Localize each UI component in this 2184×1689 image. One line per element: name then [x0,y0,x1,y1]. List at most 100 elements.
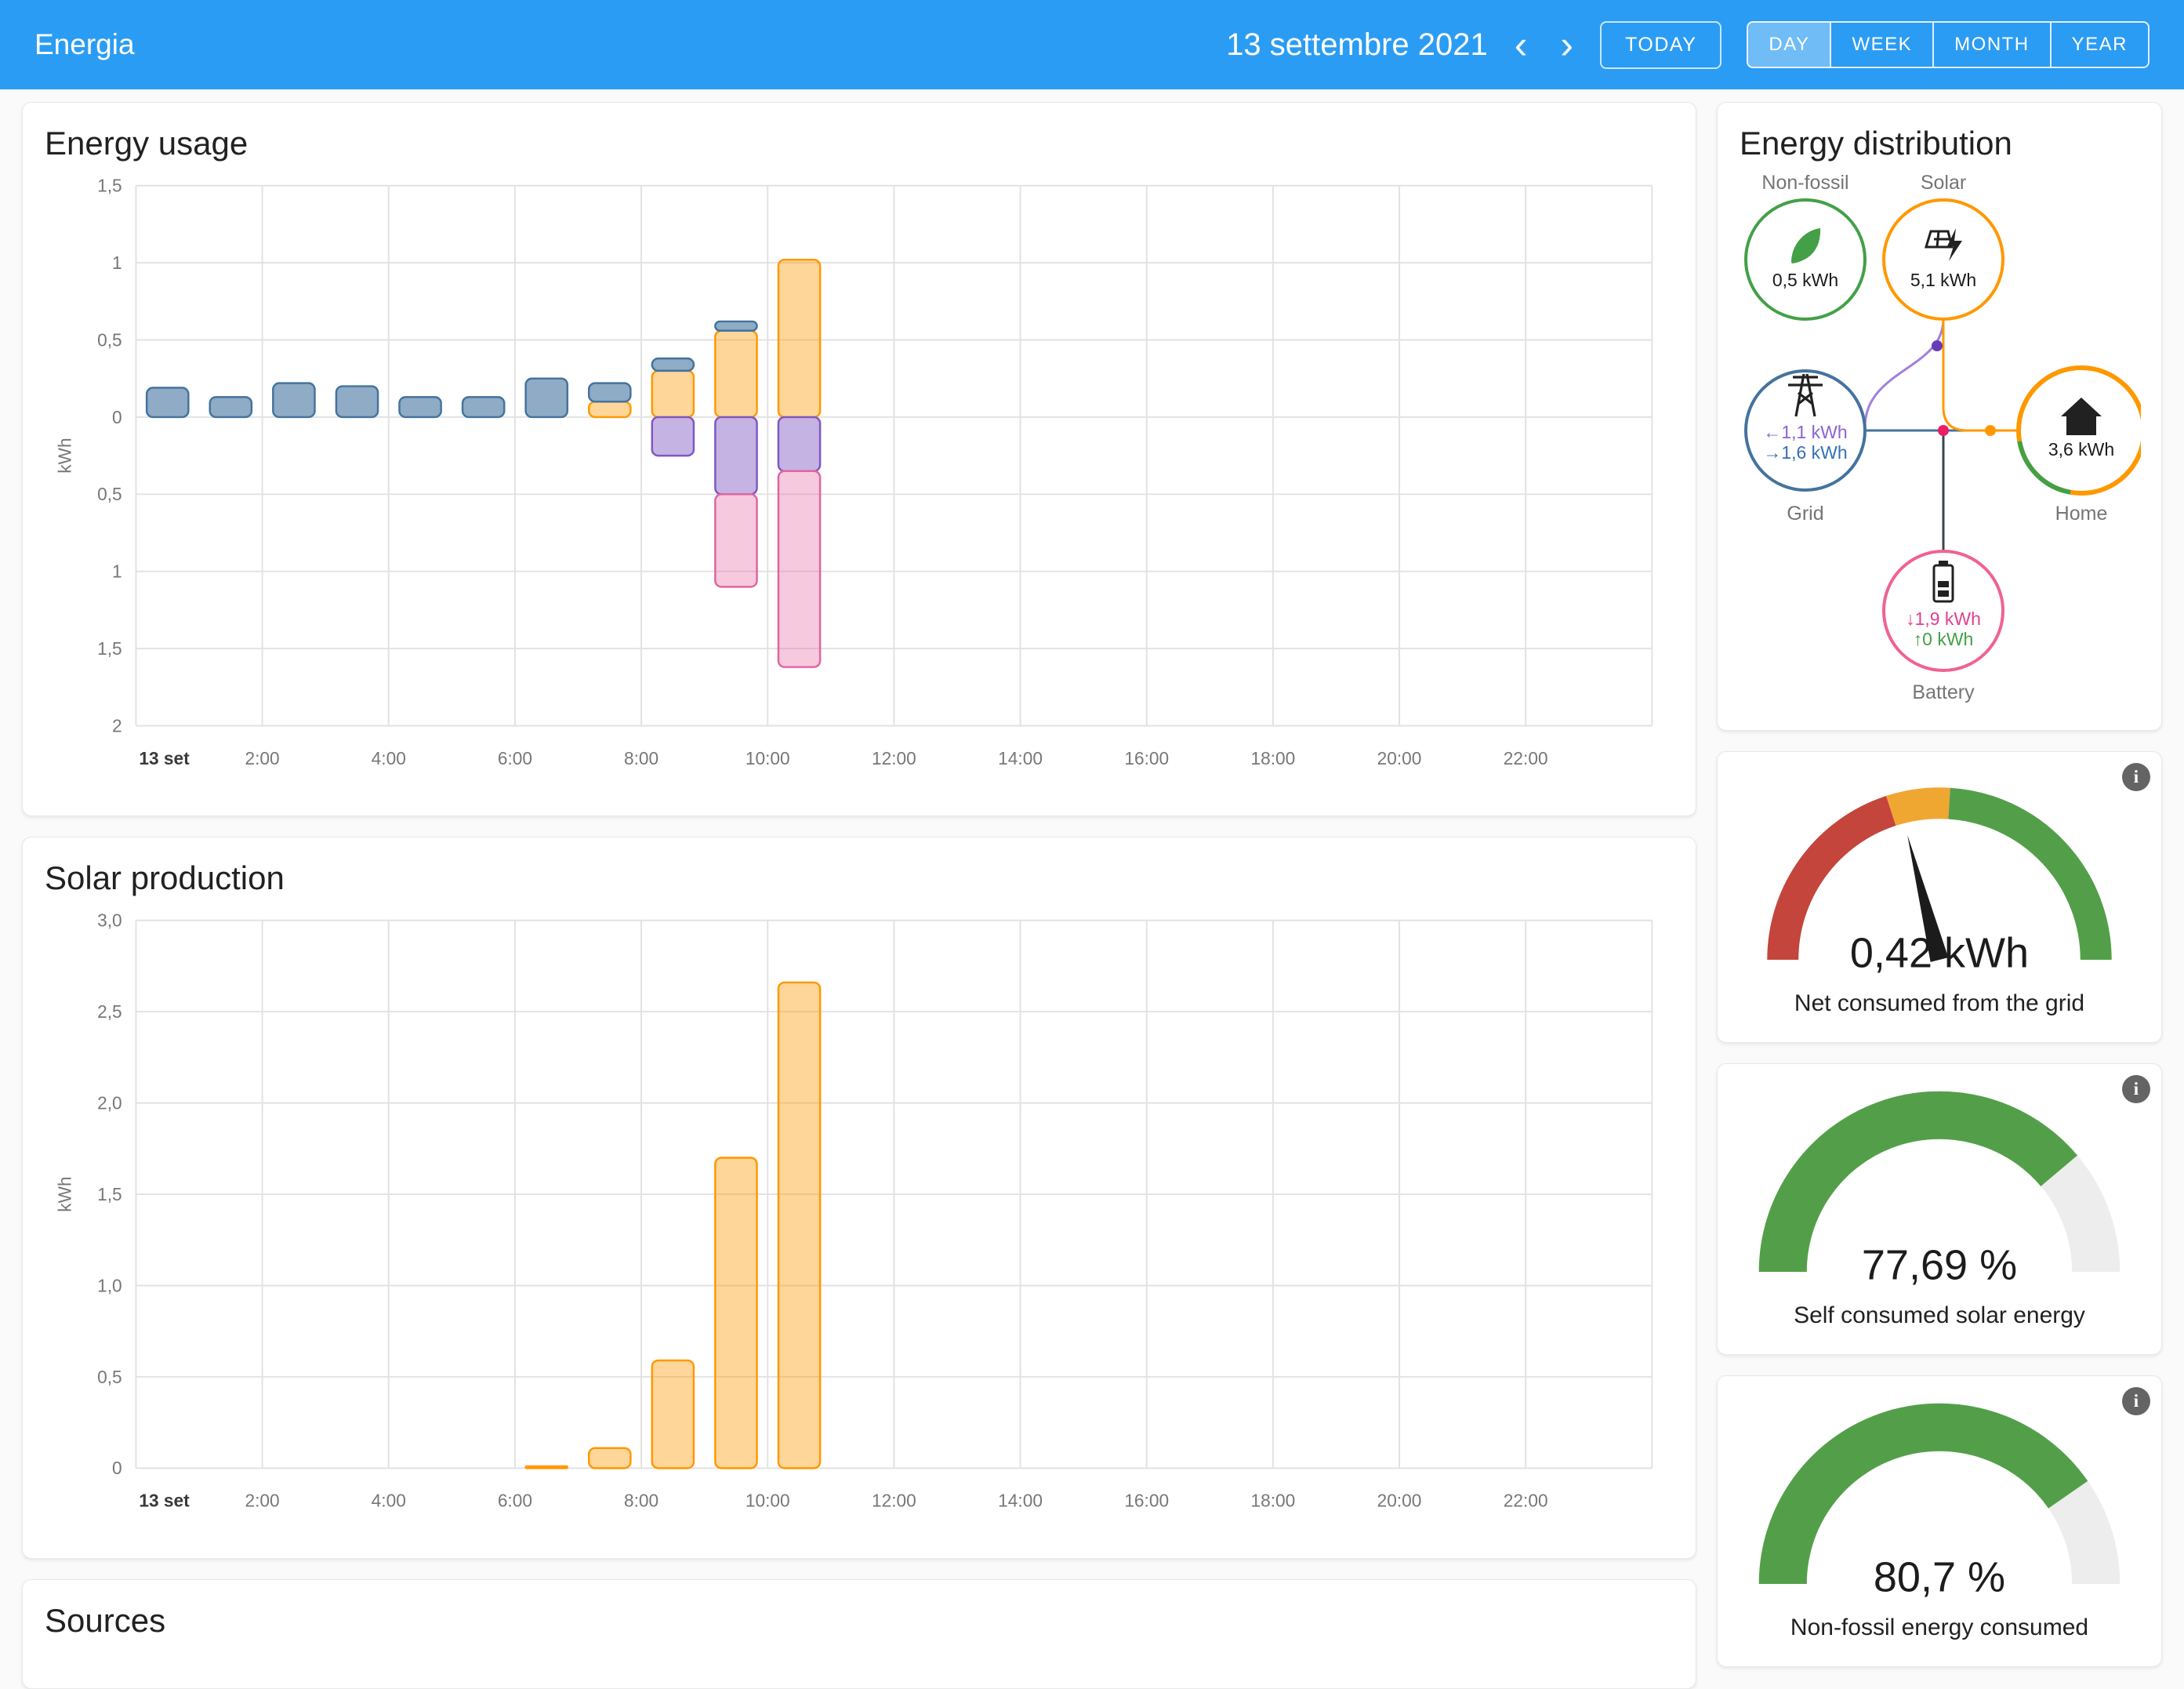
prev-day-button[interactable]: ‹ [1508,25,1534,64]
battery-charge-value: ↓1,9 kWh [1906,608,1981,629]
non-fossil-gauge-card: i 80,7 % Non-fossil energy consumed [1717,1375,2162,1667]
svg-text:2,0: 2,0 [97,1093,122,1113]
self-consumed-gauge-label: Self consumed solar energy [1794,1302,2085,1328]
svg-text:20:00: 20:00 [1377,1491,1422,1511]
solar-to-home-line [1942,319,2019,432]
svg-text:0,5: 0,5 [97,329,122,350]
lightning-icon [1947,228,1962,261]
tab-month[interactable]: MONTH [1934,21,2052,68]
sources-card: Sources [22,1579,1696,1689]
svg-text:16:00: 16:00 [1124,1491,1169,1511]
svg-text:2: 2 [112,715,122,736]
svg-text:12:00: 12:00 [872,1491,916,1511]
info-icon[interactable]: i [2122,763,2150,791]
svg-text:22:00: 22:00 [1504,748,1548,768]
svg-text:16:00: 16:00 [1124,748,1169,768]
svg-text:0: 0 [112,407,122,427]
svg-text:kWh: kWh [55,1177,75,1212]
battery-circle [1882,550,2004,672]
svg-text:14:00: 14:00 [998,748,1043,768]
svg-text:13 set: 13 set [139,1491,190,1511]
battery-icon [1932,561,1954,603]
svg-text:0,42 kWh: 0,42 kWh [1850,929,2029,976]
app-header: Energia 13 settembre 2021 ‹ › TODAY DAY … [0,0,2184,89]
return-flow-dot [1932,340,1943,351]
svg-text:77,69 %: 77,69 % [1862,1241,2017,1288]
svg-text:4:00: 4:00 [372,748,406,768]
svg-text:0,5: 0,5 [97,1367,122,1387]
self-consumed-gauge: 77,69 % [1758,1091,2121,1288]
solar-label: Solar [1921,172,1966,194]
tab-day[interactable]: DAY [1747,21,1832,68]
transmission-tower-icon [1788,373,1823,417]
tab-week[interactable]: WEEK [1831,21,1935,68]
svg-text:6:00: 6:00 [498,1491,532,1511]
self-consumed-gauge-card: i 77,69 % Self consumed solar energy [1717,1062,2162,1355]
grid-gauge: 0,42 kWh [1767,787,2112,976]
svg-text:1,5: 1,5 [97,176,122,196]
header-controls: 13 settembre 2021 ‹ › TODAY DAY WEEK MON… [1226,20,2150,69]
today-button[interactable]: TODAY [1600,20,1722,69]
dashboard: Energy usage 1,5 1 0,5 0 0,5 1 1,5 2 13 set 2:00 4… [0,89,2184,1689]
grid-gauge-label: Net consumed from the grid [1794,990,2085,1016]
right-column: Energy distribution Non-fossil Solar 0,5… [1717,102,2162,1689]
svg-text:kWh: kWh [55,438,75,473]
svg-text:22:00: 22:00 [1504,1491,1548,1511]
sources-title: Sources [45,1602,166,1640]
home-value: 3,6 kWh [2048,439,2114,459]
tab-year[interactable]: YEAR [2051,21,2150,68]
svg-text:80,7 %: 80,7 % [1874,1553,2005,1600]
svg-text:1,0: 1,0 [97,1276,122,1296]
svg-text:1: 1 [112,561,122,582]
info-icon[interactable]: i [2122,1074,2150,1103]
non-fossil-gauge: 80,7 % [1758,1403,2121,1600]
energy-distribution-card: Energy distribution Non-fossil Solar 0,5… [1717,102,2162,731]
grid-return-value: ←1,1 kWh [1763,422,1847,442]
left-column: Energy usage 1,5 1 0,5 0 0,5 1 1,5 2 13 set 2:00 4… [22,102,1696,1689]
non-fossil-label: Non-fossil [1761,172,1848,194]
battery-discharge-value: ↑0 kWh [1914,629,1974,649]
battery-label: Battery [1912,681,1975,703]
energy-usage-card: Energy usage 1,5 1 0,5 0 0,5 1 1,5 2 13 set 2:00 4… [22,102,1696,817]
solar-panel-icon [1924,230,1954,249]
energy-distribution-diagram: Non-fossil Solar 0,5 kWh 5,1 kWh [1744,172,2141,703]
solar-production-title: Solar production [45,859,285,897]
next-day-button[interactable]: › [1554,25,1580,64]
date-label: 13 settembre 2021 [1226,27,1488,62]
svg-text:20:00: 20:00 [1377,748,1422,768]
energy-usage-chart: 1,5 1 0,5 0 0,5 1 1,5 2 13 set 2:00 4:00 6:00 8:00 10… [55,176,1653,768]
grid-gauge-card: i 0,42 kWh Net consumed from the grid [1717,751,2162,1043]
svg-text:3,0: 3,0 [97,910,122,931]
svg-text:18:00: 18:00 [1250,748,1295,768]
grid-consume-value: →1,6 kWh [1763,442,1847,463]
svg-text:1,5: 1,5 [97,638,122,659]
svg-text:0,5: 0,5 [97,484,122,504]
svg-text:2:00: 2:00 [245,748,280,768]
svg-text:1: 1 [112,252,122,273]
svg-text:8:00: 8:00 [624,748,658,768]
svg-text:2:00: 2:00 [245,1491,280,1511]
energy-distribution-title: Energy distribution [1740,125,2012,162]
home-green-arc [2017,441,2071,495]
solar-flow-dot [1985,425,1996,436]
battery-flow-dot [1938,425,1949,436]
page-title: Energia [34,28,135,60]
svg-text:14:00: 14:00 [998,1491,1043,1511]
non-fossil-gauge-label: Non-fossil energy consumed [1790,1614,2089,1640]
solar-production-card: Solar production 3,0 2,5 2,0 1,5 1,0 0,5 0 13 s… [22,837,1696,1560]
svg-text:0: 0 [112,1458,122,1478]
solar-to-grid-line [1863,318,1945,428]
view-range-tabs: DAY WEEK MONTH YEAR [1747,21,2150,68]
non-fossil-value: 0,5 kWh [1772,270,1838,290]
svg-text:12:00: 12:00 [872,748,916,768]
home-icon [2061,398,2102,435]
svg-text:2,5: 2,5 [97,1001,122,1022]
non-fossil-circle [1744,198,1867,321]
svg-text:8:00: 8:00 [624,1491,658,1511]
solar-circle [1882,198,2004,321]
solar-production-chart: 3,0 2,5 2,0 1,5 1,0 0,5 0 13 set 2:00 4:00 6:00 8:0… [55,910,1653,1511]
home-label: Home [2055,503,2108,525]
svg-text:13 set: 13 set [139,748,190,768]
info-icon[interactable]: i [2122,1386,2150,1415]
energy-usage-title: Energy usage [45,125,249,162]
